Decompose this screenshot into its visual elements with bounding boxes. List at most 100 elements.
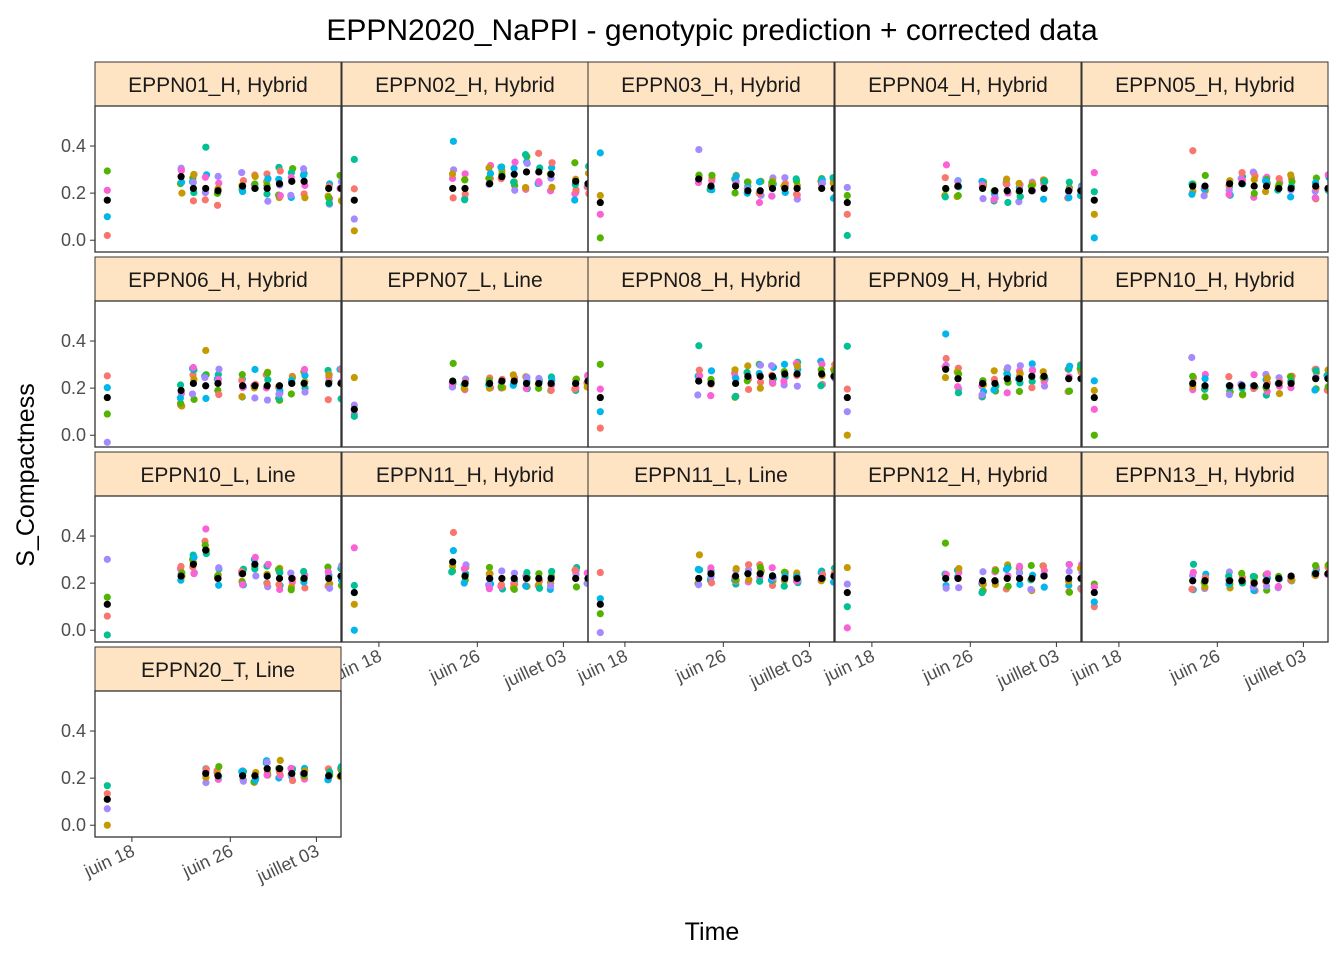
data-point (177, 562, 185, 571)
facet-panel: EPPN01_H, Hybrid 0.0 0.2 0.4 (61, 61, 342, 253)
facet-strip (341, 451, 589, 497)
prediction-point (1065, 375, 1073, 383)
prediction-point (288, 177, 296, 185)
prediction-point (350, 588, 358, 597)
data-point (1040, 583, 1048, 591)
panel-border (834, 300, 1082, 448)
data-point (276, 192, 284, 200)
prediction-point (275, 382, 284, 390)
data-point (190, 553, 198, 561)
data-point (843, 563, 851, 572)
prediction-point (768, 372, 777, 380)
data-point (1275, 175, 1283, 183)
data-point (497, 163, 505, 171)
prediction-point (954, 574, 962, 583)
data-point (1065, 387, 1074, 395)
prediction-point (1312, 182, 1320, 190)
facet-strip (1081, 61, 1329, 107)
data-point (511, 158, 519, 166)
prediction-point (1189, 379, 1197, 388)
data-point (350, 544, 358, 552)
data-point (1250, 189, 1258, 198)
data-point (264, 560, 272, 568)
panel-points (596, 551, 834, 637)
facet-strip (587, 256, 835, 302)
panel-border (1081, 495, 1329, 643)
data-point (1189, 560, 1198, 568)
data-point (942, 354, 950, 363)
data-point (1250, 176, 1258, 184)
x-tick-label: juillet 03 (746, 645, 815, 691)
prediction-point (202, 769, 210, 778)
panel-border (587, 495, 835, 643)
facet-strip-label: EPPN10_H, Hybrid (1115, 269, 1295, 292)
data-point (300, 567, 308, 576)
prediction-point (1324, 184, 1328, 193)
prediction-point (707, 570, 715, 578)
panel-points (103, 346, 341, 446)
prediction-point (1262, 577, 1271, 585)
prediction-point (1077, 574, 1081, 583)
data-point (1090, 377, 1098, 385)
prediction-point (818, 184, 826, 193)
chart-title: EPPN2020_NaPPI - genotypic prediction + … (326, 14, 1098, 47)
data-point (350, 373, 358, 382)
data-point (756, 563, 765, 572)
prediction-point (1275, 379, 1283, 388)
data-point (176, 394, 184, 402)
data-point (535, 149, 543, 157)
prediction-point (103, 196, 111, 204)
prediction-point (251, 560, 259, 568)
data-point (990, 386, 998, 394)
data-point (1275, 389, 1284, 398)
data-point (768, 192, 776, 200)
data-point (1238, 569, 1246, 577)
data-point (350, 215, 358, 223)
prediction-point (756, 570, 764, 578)
prediction-point (1003, 375, 1011, 383)
prediction-point (300, 379, 308, 388)
data-point (1039, 195, 1048, 203)
data-point (485, 585, 493, 593)
data-point (238, 393, 246, 401)
prediction-point (486, 180, 494, 188)
data-point (1274, 582, 1283, 591)
x-tick-label: juillet 03 (1240, 645, 1309, 691)
prediction-point (954, 182, 962, 190)
data-point (251, 553, 259, 561)
data-point (264, 376, 272, 384)
panel-border (834, 495, 1082, 643)
prediction-point (768, 572, 777, 580)
data-point (485, 164, 493, 172)
panel-points (843, 539, 1081, 632)
x-tick-label: juin 26 (672, 645, 729, 686)
data-point (732, 564, 740, 573)
data-point (955, 584, 963, 592)
data-point (571, 566, 579, 574)
data-point (239, 777, 248, 785)
prediction-point (1226, 180, 1234, 188)
prediction-point (843, 198, 851, 207)
data-point (448, 170, 457, 178)
prediction-point (350, 405, 358, 413)
prediction-point (781, 184, 789, 193)
prediction-point (189, 379, 197, 388)
data-point (596, 424, 604, 432)
data-point (818, 179, 827, 187)
data-point (350, 626, 358, 634)
data-point (695, 366, 703, 374)
data-point (708, 171, 716, 179)
prediction-point (535, 168, 543, 176)
facet-strip-label: EPPN07_L, Line (387, 269, 542, 292)
data-point (547, 386, 555, 394)
prediction-point (1201, 182, 1209, 190)
prediction-point (189, 184, 197, 193)
data-point (301, 584, 309, 592)
data-point (792, 190, 801, 198)
data-point (1286, 193, 1295, 201)
data-point (755, 178, 764, 186)
x-tick-label: juillet 03 (500, 645, 569, 691)
data-point (263, 579, 271, 587)
data-point (768, 362, 776, 370)
